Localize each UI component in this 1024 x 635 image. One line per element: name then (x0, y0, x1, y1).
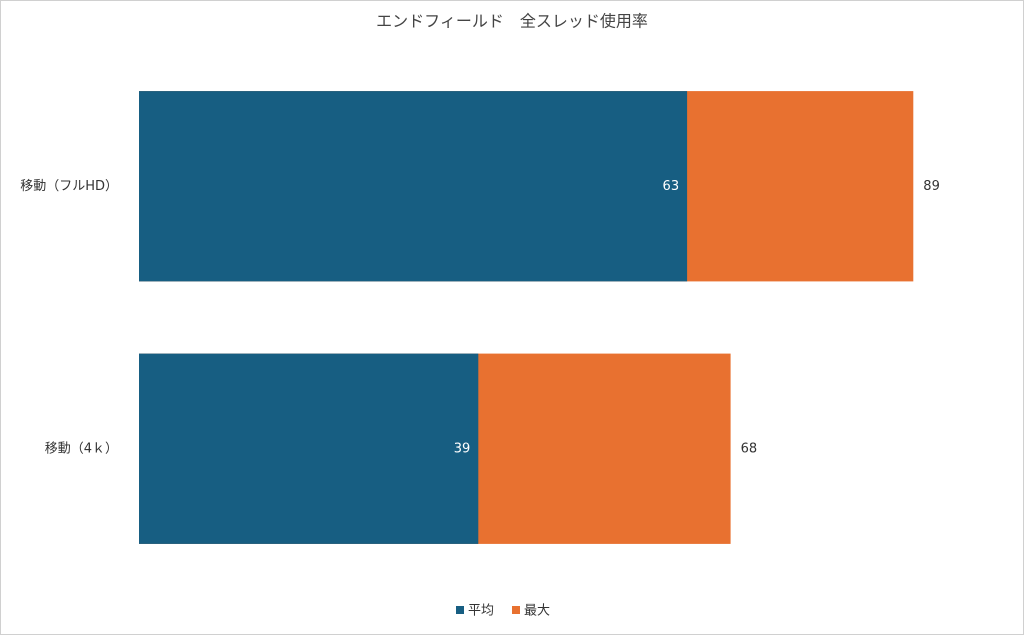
legend-swatch (512, 606, 520, 614)
legend-label: 平均 (468, 604, 494, 619)
legend-label: 最大 (524, 604, 550, 619)
y-tick-label: 移動（4ｋ） (45, 441, 118, 456)
bar (139, 353, 479, 544)
data-label: 89 (923, 179, 940, 194)
y-tick-label: 移動（フルHD） (20, 179, 118, 194)
data-label: 68 (741, 441, 758, 456)
data-label: 63 (663, 179, 680, 194)
bar (139, 91, 688, 282)
legend-swatch (456, 606, 464, 614)
data-label: 39 (454, 441, 471, 456)
chart-title: エンドフィールド 全スレッド使用率 (376, 12, 648, 31)
